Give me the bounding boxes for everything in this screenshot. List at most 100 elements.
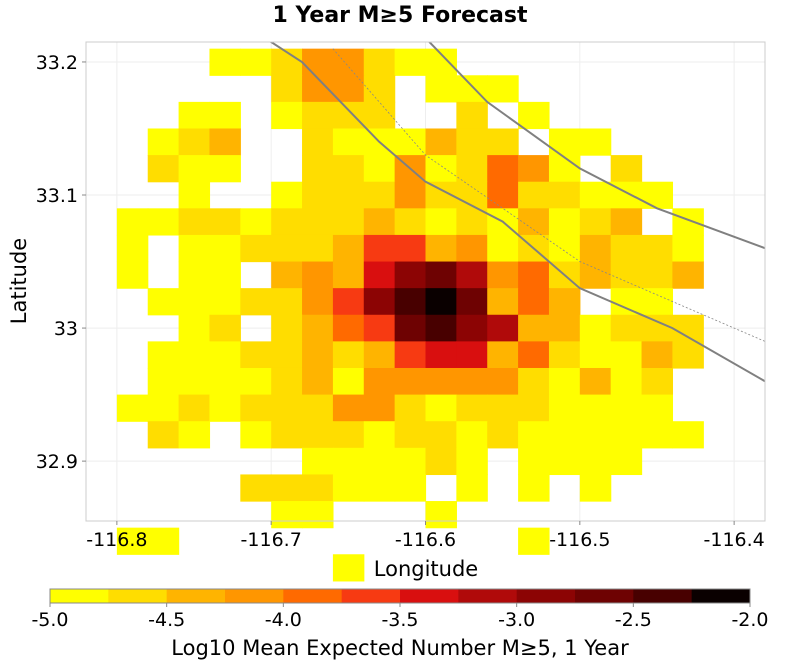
- heatmap-cell: [302, 447, 334, 476]
- heatmap-cell: [579, 474, 612, 502]
- heatmap-cell: [518, 341, 550, 369]
- heatmap-cell: [518, 527, 550, 555]
- heatmap-cell: [147, 421, 180, 449]
- chart-title: 1 Year M≥5 Forecast: [273, 3, 528, 28]
- heatmap-cell: [363, 474, 396, 502]
- x-tick-label: -116.4: [704, 529, 765, 551]
- heatmap-cell: [641, 341, 674, 369]
- heatmap-cell: [332, 367, 365, 396]
- colorbar-tick-label: -2.5: [615, 609, 652, 631]
- heatmap-cell: [456, 101, 488, 130]
- heatmap-cell: [302, 261, 334, 289]
- heatmap-cell: [548, 394, 581, 422]
- heatmap-cell: [302, 341, 334, 369]
- x-tick-label: -116.5: [549, 529, 610, 551]
- heatmap-cell: [394, 208, 427, 236]
- heatmap-cell: [672, 261, 704, 289]
- heatmap-cell: [302, 367, 334, 396]
- heatmap-cell: [363, 288, 396, 316]
- heatmap-cell: [610, 288, 643, 316]
- heatmap-cell: [641, 234, 674, 263]
- heatmap-cell: [332, 155, 365, 183]
- heatmap-cell: [271, 367, 303, 396]
- heatmap-cell: [363, 101, 396, 130]
- heatmap-cell: [209, 128, 241, 156]
- heatmap-cell: [332, 394, 365, 422]
- fault-line: [269, 42, 765, 383]
- heatmap-cell: [610, 394, 643, 422]
- heatmap-cell: [394, 341, 427, 369]
- heatmap-cell: [332, 447, 365, 476]
- colorbar-tick-label: -3.5: [381, 609, 418, 631]
- heatmap-cell: [240, 394, 272, 422]
- y-tick-label: 33: [54, 318, 78, 340]
- heatmap-cell: [394, 394, 427, 422]
- heatmap-cell: [271, 75, 303, 103]
- colorbar-tick-label: -3.0: [498, 609, 535, 631]
- colorbar-swatch: [341, 589, 401, 603]
- heatmap-cell: [271, 341, 303, 369]
- heatmap-cell: [178, 181, 211, 209]
- heatmap-cell: [579, 341, 612, 369]
- heatmap-cell: [240, 421, 272, 449]
- heatmap-cell: [271, 234, 303, 263]
- heatmap-cell: [363, 48, 396, 76]
- heatmap-cell: [332, 48, 365, 76]
- heatmap-cell: [209, 155, 241, 183]
- heatmap-cell: [487, 341, 519, 369]
- heatmap-cell: [672, 421, 704, 449]
- colorbar-swatch: [283, 589, 343, 603]
- heatmap-cell: [579, 234, 612, 263]
- heatmap-cell: [610, 314, 643, 342]
- colorbar-swatch: [400, 589, 459, 603]
- heatmap-cell: [178, 314, 211, 342]
- heatmap-cell: [518, 288, 550, 316]
- heatmap-cell: [302, 501, 334, 529]
- heatmap-cell: [610, 208, 643, 236]
- heatmap-cell: [456, 341, 488, 369]
- heatmap-cell: [363, 181, 396, 209]
- heatmap-cell: [579, 421, 612, 449]
- colorbar-swatch: [575, 589, 634, 603]
- heatmap-cell: [209, 394, 241, 422]
- heatmap-cell: [302, 314, 334, 342]
- x-tick-label: -116.6: [395, 529, 456, 551]
- heatmap-cell: [518, 421, 550, 449]
- heatmap-cell: [271, 261, 303, 289]
- heatmap-cell: [641, 261, 674, 289]
- heatmap-cell: [456, 447, 488, 476]
- heatmap-cell: [456, 208, 488, 236]
- heatmap-cell: [178, 341, 211, 369]
- heatmap-cell: [332, 101, 365, 130]
- heatmap-cell: [271, 394, 303, 422]
- heatmap-cell: [147, 128, 180, 156]
- heatmap-cell: [209, 48, 241, 76]
- colorbar-label: Log10 Mean Expected Number M≥5, 1 Year: [171, 636, 629, 660]
- heatmap-cell: [487, 367, 519, 396]
- heatmap-cell: [271, 421, 303, 449]
- heatmap-cell: [456, 234, 488, 263]
- x-axis-label: Longitude: [374, 557, 478, 581]
- heatmap-cell: [518, 447, 550, 476]
- heatmap-cell: [116, 527, 149, 555]
- heatmap-cell: [363, 421, 396, 449]
- colorbar-tick-label: -4.5: [148, 609, 185, 631]
- heatmap-cell: [209, 208, 241, 236]
- colorbar-swatch: [166, 589, 226, 603]
- heatmap-cell: [394, 447, 427, 476]
- heatmap-cell: [579, 208, 612, 236]
- heatmap-cell: [610, 155, 643, 183]
- heatmap-cell: [487, 394, 519, 422]
- heatmap-cell: [302, 288, 334, 316]
- heatmap-cell: [178, 261, 211, 289]
- heatmap-cell: [641, 421, 674, 449]
- x-tick-label: -116.7: [241, 529, 302, 551]
- heatmap-cell: [363, 75, 396, 103]
- heatmap-cell: [425, 261, 457, 289]
- heatmap-cell: [302, 101, 334, 130]
- heatmap-cell: [332, 341, 365, 369]
- heatmap-cell: [271, 501, 303, 529]
- heatmap-cell: [271, 101, 303, 130]
- heatmap-cell: [518, 394, 550, 422]
- heatmap-cell: [332, 128, 365, 156]
